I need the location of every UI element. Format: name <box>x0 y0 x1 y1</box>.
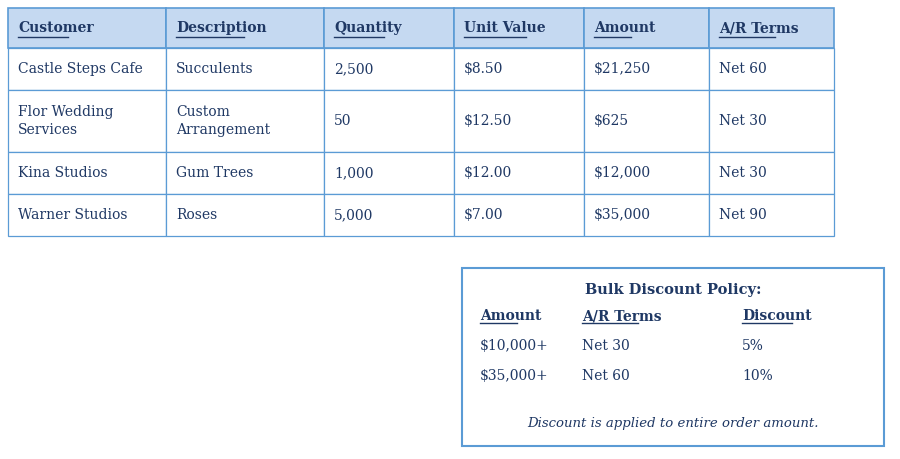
Text: Unit Value: Unit Value <box>464 21 545 35</box>
Text: Net 60: Net 60 <box>719 62 767 76</box>
Text: $12,000: $12,000 <box>594 166 651 180</box>
Bar <box>324 8 454 48</box>
Bar <box>8 152 166 194</box>
Text: Bulk Discount Policy:: Bulk Discount Policy: <box>585 283 761 297</box>
Text: $21,250: $21,250 <box>594 62 651 76</box>
Text: Net 90: Net 90 <box>719 208 767 222</box>
Bar <box>709 90 834 152</box>
Text: Net 30: Net 30 <box>719 114 767 128</box>
Bar <box>8 194 166 236</box>
Bar <box>324 90 454 152</box>
Text: $12.00: $12.00 <box>464 166 512 180</box>
Bar <box>8 8 166 48</box>
Bar <box>166 194 324 236</box>
Text: A/R Terms: A/R Terms <box>719 21 798 35</box>
Bar <box>454 194 584 236</box>
Text: $10,000+: $10,000+ <box>480 339 549 353</box>
Bar <box>324 152 454 194</box>
Bar <box>8 48 166 90</box>
Text: 10%: 10% <box>742 369 773 383</box>
Text: 5%: 5% <box>742 339 764 353</box>
Text: Castle Steps Cafe: Castle Steps Cafe <box>18 62 143 76</box>
Text: Amount: Amount <box>480 309 542 323</box>
Text: 5,000: 5,000 <box>334 208 373 222</box>
Bar <box>324 48 454 90</box>
Text: Discount is applied to entire order amount.: Discount is applied to entire order amou… <box>527 418 819 431</box>
Bar <box>166 152 324 194</box>
Bar <box>8 90 166 152</box>
Text: Flor Wedding
Services: Flor Wedding Services <box>18 105 113 137</box>
Bar <box>584 8 709 48</box>
Text: $7.00: $7.00 <box>464 208 503 222</box>
Text: Succulents: Succulents <box>176 62 254 76</box>
Text: Customer: Customer <box>18 21 94 35</box>
Text: Net 30: Net 30 <box>719 166 767 180</box>
Text: $8.50: $8.50 <box>464 62 503 76</box>
Text: A/R Terms: A/R Terms <box>582 309 662 323</box>
Text: Roses: Roses <box>176 208 217 222</box>
Bar <box>709 194 834 236</box>
Bar <box>709 8 834 48</box>
Text: 1,000: 1,000 <box>334 166 373 180</box>
Bar <box>324 194 454 236</box>
Text: Kina Studios: Kina Studios <box>18 166 108 180</box>
Bar <box>584 194 709 236</box>
Bar <box>166 90 324 152</box>
Text: 50: 50 <box>334 114 352 128</box>
Bar <box>454 90 584 152</box>
Text: $625: $625 <box>594 114 629 128</box>
Bar <box>584 152 709 194</box>
Bar <box>709 48 834 90</box>
Bar <box>584 48 709 90</box>
Bar <box>454 152 584 194</box>
Bar <box>166 48 324 90</box>
Text: $35,000+: $35,000+ <box>480 369 549 383</box>
Bar <box>454 8 584 48</box>
Text: Discount: Discount <box>742 309 812 323</box>
Text: Gum Trees: Gum Trees <box>176 166 254 180</box>
Text: Warner Studios: Warner Studios <box>18 208 128 222</box>
Bar <box>462 268 884 446</box>
Text: $35,000: $35,000 <box>594 208 651 222</box>
Text: 2,500: 2,500 <box>334 62 373 76</box>
Text: Description: Description <box>176 21 266 35</box>
Text: Net 30: Net 30 <box>582 339 630 353</box>
Bar <box>454 48 584 90</box>
Text: Amount: Amount <box>594 21 655 35</box>
Text: Quantity: Quantity <box>334 21 401 35</box>
Bar <box>709 152 834 194</box>
Bar <box>166 8 324 48</box>
Bar <box>584 90 709 152</box>
Text: Custom
Arrangement: Custom Arrangement <box>176 105 270 137</box>
Text: $12.50: $12.50 <box>464 114 512 128</box>
Text: Net 60: Net 60 <box>582 369 630 383</box>
